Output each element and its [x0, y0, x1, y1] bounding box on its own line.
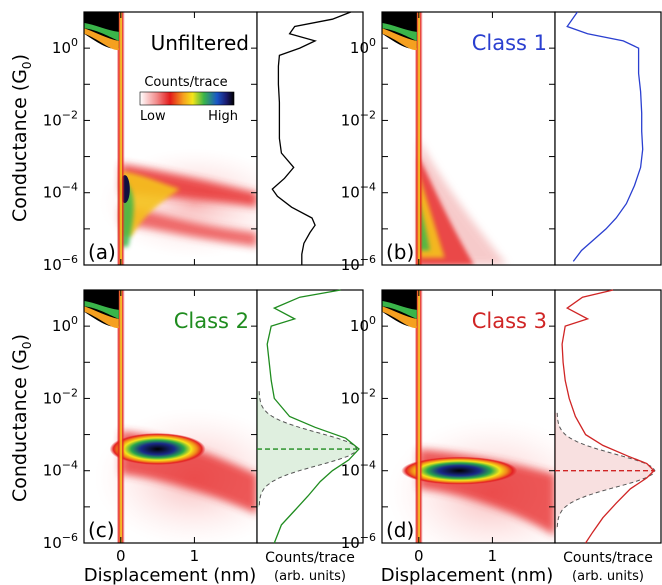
- y-axis-label: Conductance (G0): [9, 334, 34, 502]
- y-tick-label: 10−6: [341, 253, 376, 274]
- colorbar: [139, 91, 235, 106]
- hist-axis-label: (arb. units): [572, 569, 644, 584]
- y-tick-label: 10−2: [43, 108, 78, 129]
- heatmap-area: [84, 12, 257, 265]
- colorbar-low-label: Low: [140, 109, 166, 124]
- panel-title: Class 2: [174, 309, 249, 333]
- panel-a: 100 10−2 10−4 10−6 (a) Unfiltered Counts/trace…: [43, 11, 364, 274]
- histogram-frame: [256, 289, 364, 544]
- histogram-frame: [256, 11, 364, 266]
- x-tick-label: 1: [190, 547, 200, 565]
- y-tick-label: 100: [350, 314, 376, 335]
- y-tick-label: 10−4: [341, 459, 376, 480]
- heatmap-area: [382, 290, 555, 543]
- histogram-line: [561, 289, 655, 544]
- panel-title: Unfiltered: [151, 31, 249, 55]
- histogram-line: [566, 11, 644, 262]
- panel-label: (b): [386, 240, 414, 264]
- panel-c: 100 10−2 10−4 10−6 0 1 (c) Class 2: [43, 289, 364, 565]
- panel-d: 100 10−2 10−4 10−6 0 1 (d) Class 3: [341, 289, 662, 565]
- heatmap-area: [382, 12, 555, 265]
- histogram-frame: [554, 11, 662, 266]
- hist-axis-label: Counts/trace: [265, 550, 355, 566]
- y-tick-label: 10−4: [341, 181, 376, 202]
- y-tick-label: 10−2: [341, 108, 376, 129]
- panel-b: 100 10−2 10−4 10−6 (b) Class 1: [341, 11, 662, 274]
- hist-axis-label: Counts/trace: [563, 550, 653, 566]
- y-tick-label: 100: [52, 314, 78, 335]
- histogram-line: [266, 289, 360, 544]
- y-tick-label: 10−6: [43, 531, 78, 552]
- x-tick-label: 0: [414, 547, 424, 565]
- x-tick-label: 0: [116, 547, 126, 565]
- y-tick-label: 10−6: [43, 253, 78, 274]
- panel-title: Class 1: [472, 31, 547, 55]
- colorbar-high-label: High: [208, 109, 238, 124]
- hist-axis-label: (arb. units): [274, 569, 346, 584]
- y-tick-label: 10−2: [43, 386, 78, 407]
- panel-label: (d): [386, 518, 414, 542]
- y-tick-label: 100: [350, 36, 376, 57]
- histogram-frame: [554, 289, 662, 544]
- histogram-line: [271, 11, 352, 265]
- panel-label: (c): [88, 518, 115, 542]
- y-tick-label: 100: [52, 36, 78, 57]
- y-tick-label: 10−2: [341, 386, 376, 407]
- y-tick-label: 10−6: [341, 531, 376, 552]
- x-axis-label: Displacement (nm): [84, 565, 256, 585]
- panel-label: (a): [88, 240, 116, 264]
- x-axis-label: Displacement (nm): [381, 565, 553, 585]
- x-tick-label: 1: [488, 547, 498, 565]
- y-tick-label: 10−4: [43, 181, 78, 202]
- heatmap-area: [84, 290, 257, 543]
- y-axis-label: Conductance (G0): [9, 54, 34, 222]
- panel-title: Class 3: [472, 309, 547, 333]
- y-tick-label: 10−4: [43, 459, 78, 480]
- colorbar-title: Counts/trace: [144, 75, 227, 90]
